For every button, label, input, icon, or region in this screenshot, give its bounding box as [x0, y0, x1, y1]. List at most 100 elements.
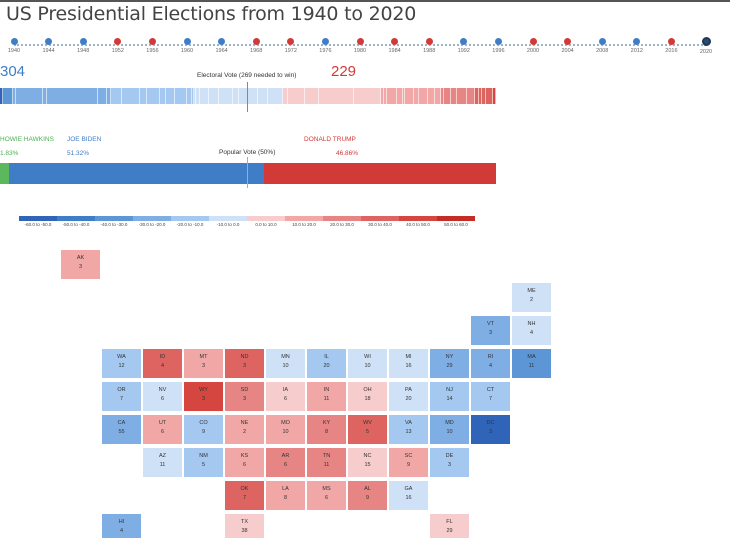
state-tile-nv[interactable]: NV 6	[143, 382, 182, 411]
ev-segment-ms[interactable]	[435, 88, 441, 104]
ev-segment-de[interactable]	[191, 88, 195, 104]
ev-segment-ok[interactable]	[486, 88, 493, 104]
state-tile-il[interactable]: IL 20	[307, 349, 346, 378]
ev-segment-ak[interactable]	[381, 88, 385, 104]
ev-segment-tx[interactable]	[318, 88, 355, 104]
state-tile-ne[interactable]: NE 2	[225, 415, 264, 444]
ev-segment-wa[interactable]	[110, 88, 122, 104]
year-1972[interactable]: 1972	[277, 38, 305, 54]
year-1988[interactable]: 1988	[415, 38, 443, 54]
state-tile-ak[interactable]: AK 3	[61, 250, 100, 279]
ev-segment-il[interactable]	[121, 88, 141, 104]
state-tile-ct[interactable]: CT 7	[471, 382, 510, 411]
year-1940[interactable]: 1940	[0, 38, 28, 54]
state-tile-me[interactable]: ME 2	[512, 283, 551, 312]
ev-segment-sd[interactable]	[440, 88, 444, 104]
state-tile-ma[interactable]: MA 11	[512, 349, 551, 378]
year-dot-icon[interactable]	[114, 38, 122, 45]
state-tile-ms[interactable]: MS 6	[307, 481, 346, 510]
state-tile-ar[interactable]: AR 6	[266, 448, 305, 477]
state-tile-mn[interactable]: MN 10	[266, 349, 305, 378]
state-tile-wy[interactable]: WY 3	[184, 382, 223, 411]
ev-segment-nj[interactable]	[146, 88, 160, 104]
year-dot-icon[interactable]	[218, 38, 226, 45]
year-dot-icon[interactable]	[45, 38, 53, 45]
year-dot-icon[interactable]	[633, 38, 641, 45]
state-tile-mo[interactable]: MO 10	[266, 415, 305, 444]
state-tile-nj[interactable]: NJ 14	[430, 382, 469, 411]
state-tile-mi[interactable]: MI 16	[389, 349, 428, 378]
year-dot-icon[interactable]	[287, 38, 295, 45]
state-tile-ia[interactable]: IA 6	[266, 382, 305, 411]
year-dot-icon[interactable]	[183, 38, 191, 45]
ev-segment-mo[interactable]	[404, 88, 414, 104]
ev-segment-or[interactable]	[140, 88, 147, 104]
state-tile-ny[interactable]: NY 29	[430, 349, 469, 378]
ev-segment-mt[interactable]	[384, 88, 387, 104]
state-tile-wa[interactable]: WA 12	[102, 349, 141, 378]
state-tile-ks[interactable]: KS 6	[225, 448, 264, 477]
state-tile-pa[interactable]: PA 20	[389, 382, 428, 411]
year-1948[interactable]: 1948	[69, 38, 97, 54]
year-dot-icon[interactable]	[79, 38, 87, 45]
year-2012[interactable]: 2012	[623, 38, 651, 54]
ev-segment-nm[interactable]	[186, 88, 192, 104]
state-tile-la[interactable]: LA 8	[266, 481, 305, 510]
state-tile-oh[interactable]: OH 18	[348, 382, 387, 411]
ev-segment-al[interactable]	[466, 88, 476, 104]
ev-segment-ct[interactable]	[159, 88, 167, 104]
year-1984[interactable]: 1984	[381, 38, 409, 54]
ev-segment-ky[interactable]	[443, 88, 452, 104]
state-tile-az[interactable]: AZ 11	[143, 448, 182, 477]
year-dot-icon[interactable]	[10, 38, 18, 45]
year-dot-icon[interactable]	[391, 38, 399, 45]
state-tile-nm[interactable]: NM 5	[184, 448, 223, 477]
state-tile-de[interactable]: DE 3	[430, 448, 469, 477]
year-dot-icon[interactable]	[425, 38, 433, 45]
state-tile-ca[interactable]: CA 55	[102, 415, 141, 444]
ev-segment-fl[interactable]	[354, 88, 382, 104]
year-1956[interactable]: 1956	[138, 38, 166, 54]
state-tile-hi[interactable]: HI 4	[102, 514, 141, 538]
ev-segment-nh[interactable]	[196, 88, 200, 104]
state-tile-sc[interactable]: SC 9	[389, 448, 428, 477]
state-tile-mt[interactable]: MT 3	[184, 349, 223, 378]
year-1976[interactable]: 1976	[311, 38, 339, 54]
year-dot-icon[interactable]	[321, 38, 329, 45]
ev-segment-mn[interactable]	[199, 88, 210, 104]
state-tile-dc[interactable]: DC 3	[471, 415, 510, 444]
ev-segment-wv[interactable]	[481, 88, 487, 104]
state-tile-nd[interactable]: ND 3	[225, 349, 264, 378]
year-dot-icon[interactable]	[460, 38, 468, 45]
ev-segment-ut[interactable]	[397, 88, 403, 104]
state-tile-ga[interactable]: GA 16	[389, 481, 428, 510]
year-1992[interactable]: 1992	[450, 38, 478, 54]
state-tile-tx[interactable]: TX 38	[225, 514, 264, 538]
ev-segment-me[interactable]	[194, 88, 197, 104]
ev-segment-md[interactable]	[97, 88, 107, 104]
year-dot-icon[interactable]	[564, 38, 572, 45]
year-2004[interactable]: 2004	[554, 38, 582, 54]
ev-segment-ne[interactable]	[402, 88, 405, 104]
state-tile-wi[interactable]: WI 10	[348, 349, 387, 378]
ev-segment-in[interactable]	[386, 88, 398, 104]
year-dot-icon[interactable]	[701, 37, 711, 46]
state-tile-al[interactable]: AL 9	[348, 481, 387, 510]
ev-segment-ar[interactable]	[451, 88, 457, 104]
ev-segment-nd[interactable]	[478, 88, 482, 104]
year-2000[interactable]: 2000	[519, 38, 547, 54]
state-tile-tn[interactable]: TN 11	[307, 448, 346, 477]
ev-segment-la[interactable]	[427, 88, 436, 104]
state-tile-va[interactable]: VA 13	[389, 415, 428, 444]
year-1944[interactable]: 1944	[35, 38, 63, 54]
ev-segment-ca[interactable]	[46, 88, 98, 104]
ev-segment-ny[interactable]	[15, 88, 43, 104]
year-dot-icon[interactable]	[529, 38, 537, 45]
ev-segment-ks[interactable]	[413, 88, 420, 104]
state-tile-nh[interactable]: NH 4	[512, 316, 551, 345]
ev-segment-id[interactable]	[475, 88, 479, 104]
ev-segment-wi[interactable]	[209, 88, 219, 104]
ev-segment-ga[interactable]	[267, 88, 283, 104]
ev-segment-ia[interactable]	[282, 88, 289, 104]
year-dot-icon[interactable]	[252, 38, 260, 45]
